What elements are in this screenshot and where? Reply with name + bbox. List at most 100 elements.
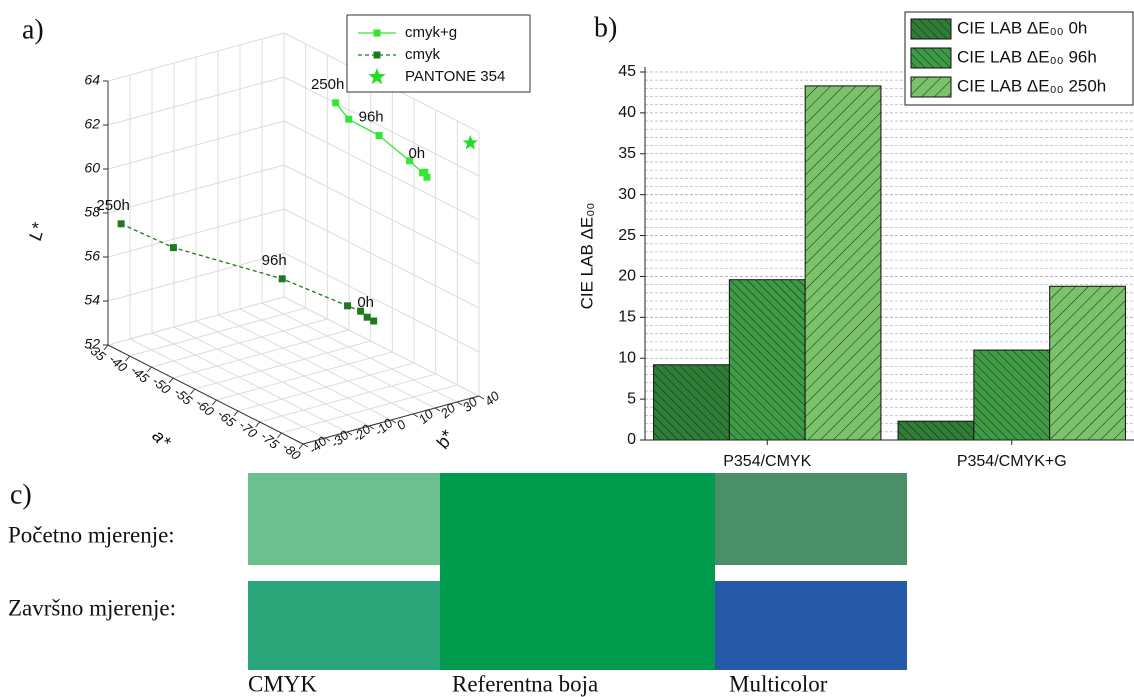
legend-label: CIE LAB ΔE₀₀ 250h xyxy=(957,76,1106,95)
legend-swatch xyxy=(910,47,952,69)
y-tick-label: 40 xyxy=(618,104,636,121)
z-axis-label: L* xyxy=(25,220,49,243)
point-label: 250h xyxy=(96,197,129,214)
y-tick-label: 20 xyxy=(618,268,636,285)
z-tick-label: 62 xyxy=(84,116,100,132)
swatch xyxy=(715,581,907,670)
point-label: 96h xyxy=(359,109,384,126)
y-tick xyxy=(390,419,397,424)
y-tick xyxy=(368,425,375,430)
swatch xyxy=(248,473,440,565)
point-label: 250h xyxy=(311,76,344,93)
grid-line xyxy=(107,120,285,170)
x-tick xyxy=(103,344,109,351)
legend-label: CIE LAB ΔE₀₀ 96h xyxy=(957,47,1097,66)
y-tick-label: 25 xyxy=(618,227,636,244)
y-tick-label: 35 xyxy=(618,145,636,162)
point-label: 0h xyxy=(408,145,425,162)
grid-line xyxy=(107,76,285,126)
legend-marker xyxy=(368,68,386,85)
point-label: 0h xyxy=(357,294,374,311)
point xyxy=(169,244,177,252)
grid-line xyxy=(107,32,285,82)
x-tick-label: P354/CMYK+G xyxy=(957,453,1067,470)
point-label: 96h xyxy=(262,252,287,269)
bar xyxy=(973,349,1051,441)
bar xyxy=(804,85,882,441)
bar xyxy=(897,420,975,441)
grid-line xyxy=(283,252,480,353)
swatch xyxy=(248,581,440,670)
grid-line xyxy=(217,314,414,415)
series-line xyxy=(120,223,375,322)
y-tick-label: 0 xyxy=(627,431,636,448)
column-label: Multicolor xyxy=(729,671,828,696)
swatch xyxy=(715,473,907,565)
y-tick-label: -40 xyxy=(305,433,330,457)
point xyxy=(344,302,352,310)
y-tick xyxy=(434,407,441,412)
x-tick xyxy=(168,377,174,384)
legend-marker xyxy=(373,51,381,59)
x-tick xyxy=(211,399,217,406)
y-tick-label: -10 xyxy=(371,415,396,439)
x-tick xyxy=(255,421,261,428)
x-tick xyxy=(146,366,152,373)
point xyxy=(278,275,286,283)
x-tick-label: P354/CMYK xyxy=(723,453,811,470)
z-tick-label: 52 xyxy=(84,336,100,352)
z-tick-label: 56 xyxy=(84,248,100,264)
y-tick-label: 10 xyxy=(618,349,636,366)
grid-line xyxy=(239,308,436,409)
point xyxy=(117,220,125,228)
y-axis-label: b* xyxy=(432,426,458,452)
y-tick xyxy=(456,401,463,406)
grid-line xyxy=(283,76,480,177)
grid-line xyxy=(283,164,480,265)
column-label: CMYK xyxy=(248,671,317,696)
y-tick-label: -20 xyxy=(349,421,374,445)
x-tick xyxy=(233,410,239,417)
y-tick-label: 0 xyxy=(393,416,409,433)
legend-label: cmyk xyxy=(405,46,440,63)
bar xyxy=(653,364,730,441)
y-tick-label: 40 xyxy=(481,388,502,409)
row-label: Završno mjerenje: xyxy=(8,595,176,620)
column-label: Referentna boja xyxy=(452,671,598,696)
y-tick xyxy=(346,431,353,436)
point xyxy=(363,313,371,321)
point xyxy=(332,99,340,107)
y-tick xyxy=(412,413,419,418)
y-tick-label: -30 xyxy=(327,427,352,451)
legend-label: cmyk+g xyxy=(405,24,457,41)
panel-label: c) xyxy=(10,479,32,510)
point xyxy=(375,132,383,140)
x-tick xyxy=(276,432,282,439)
x-axis-label: a* xyxy=(148,426,175,453)
bar xyxy=(728,279,806,441)
point xyxy=(406,157,414,165)
grid-line xyxy=(283,208,480,309)
bar xyxy=(1049,285,1126,441)
panel-label: a) xyxy=(22,14,44,45)
grid-line xyxy=(151,332,348,433)
y-tick-label: 15 xyxy=(618,309,636,326)
grid-line xyxy=(107,252,285,302)
y-tick xyxy=(324,437,331,442)
point xyxy=(370,317,378,325)
x-tick xyxy=(190,388,196,395)
y-tick-label: 20 xyxy=(437,400,459,422)
grid-line xyxy=(107,208,285,258)
legend-marker xyxy=(373,29,381,37)
grid-line xyxy=(283,296,480,397)
row-label: Početno mjerenje: xyxy=(8,522,175,547)
legend-swatch xyxy=(910,76,952,98)
y-tick-label: 5 xyxy=(627,390,636,407)
y-tick xyxy=(302,443,309,448)
z-tick-label: 64 xyxy=(84,72,100,88)
panel-label: b) xyxy=(594,12,617,43)
z-tick-label: 58 xyxy=(84,204,100,220)
grid-line xyxy=(195,320,392,421)
y-axis-label: CIE LAB ΔE₀₀ xyxy=(577,203,596,310)
